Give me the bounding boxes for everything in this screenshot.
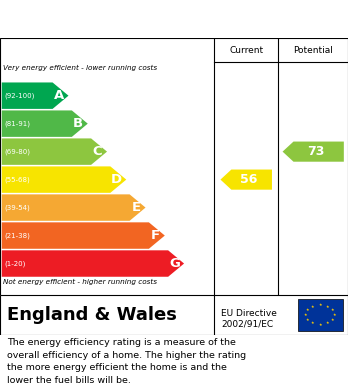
Polygon shape — [2, 138, 107, 165]
Text: ★: ★ — [331, 308, 334, 312]
Text: 2002/91/EC: 2002/91/EC — [221, 319, 273, 328]
Text: (92-100): (92-100) — [4, 92, 34, 99]
Text: EU Directive: EU Directive — [221, 308, 277, 317]
Text: Current: Current — [229, 46, 263, 55]
Text: C: C — [93, 145, 102, 158]
Text: F: F — [151, 229, 160, 242]
Text: ★: ★ — [326, 321, 329, 325]
Text: Energy Efficiency Rating: Energy Efficiency Rating — [10, 11, 220, 27]
Text: ★: ★ — [326, 305, 329, 308]
Text: G: G — [169, 257, 180, 270]
Polygon shape — [2, 250, 184, 277]
Polygon shape — [2, 167, 126, 193]
Text: England & Wales: England & Wales — [7, 306, 177, 324]
Text: ★: ★ — [306, 308, 309, 312]
Text: ★: ★ — [311, 321, 315, 325]
Polygon shape — [2, 83, 69, 109]
Text: (1-20): (1-20) — [4, 260, 25, 267]
Text: ★: ★ — [311, 305, 315, 308]
Text: A: A — [54, 89, 64, 102]
Text: E: E — [132, 201, 141, 214]
Bar — [298, 299, 343, 331]
Text: (69-80): (69-80) — [4, 148, 30, 155]
Polygon shape — [2, 194, 145, 221]
Text: The energy efficiency rating is a measure of the
overall efficiency of a home. T: The energy efficiency rating is a measur… — [7, 338, 246, 386]
Text: ★: ★ — [304, 313, 307, 317]
Text: (81-91): (81-91) — [4, 120, 30, 127]
Text: (39-54): (39-54) — [4, 204, 30, 211]
Polygon shape — [221, 170, 272, 190]
Text: (55-68): (55-68) — [4, 176, 30, 183]
Text: ★: ★ — [333, 313, 337, 317]
Text: Very energy efficient - lower running costs: Very energy efficient - lower running co… — [3, 65, 158, 71]
Text: D: D — [111, 173, 122, 186]
Text: Potential: Potential — [293, 46, 333, 55]
Text: ★: ★ — [331, 318, 334, 322]
Text: ★: ★ — [318, 303, 322, 307]
Polygon shape — [2, 222, 165, 249]
Text: Not energy efficient - higher running costs: Not energy efficient - higher running co… — [3, 279, 158, 285]
Polygon shape — [283, 142, 344, 162]
Polygon shape — [2, 110, 88, 137]
Text: ★: ★ — [306, 318, 309, 322]
Text: ★: ★ — [318, 323, 322, 326]
Text: 56: 56 — [240, 173, 258, 186]
Text: 73: 73 — [308, 145, 325, 158]
Text: (21-38): (21-38) — [4, 232, 30, 239]
Text: B: B — [73, 117, 83, 130]
